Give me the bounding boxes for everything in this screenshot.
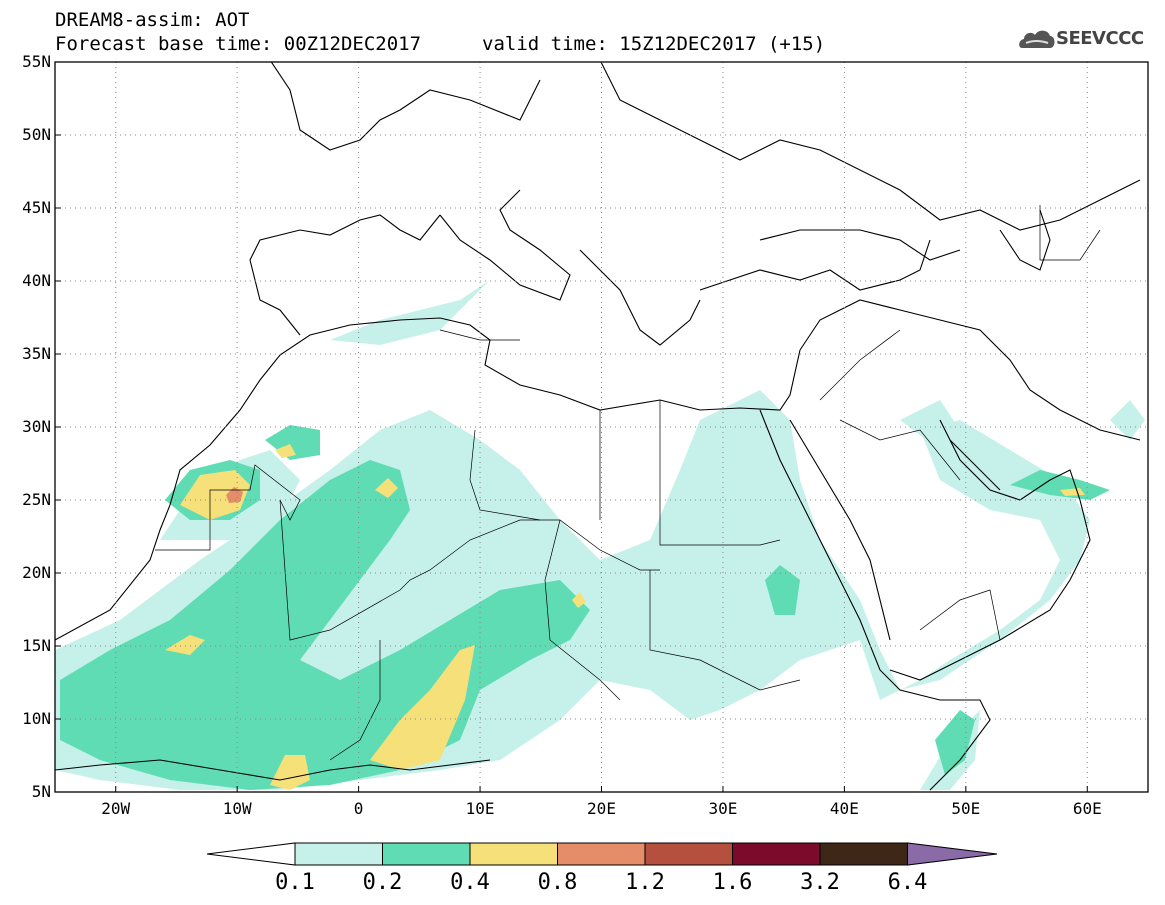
aot-region-high	[1060, 488, 1085, 496]
lon-tick-label: 40E	[830, 799, 859, 818]
lat-tick-label: 35N	[22, 344, 51, 363]
colorbar-swatch	[382, 842, 471, 866]
aot-region-high	[375, 478, 398, 498]
aot-field	[55, 280, 1145, 790]
colorbar-swatch	[819, 842, 908, 866]
lat-tick-label: 55N	[22, 52, 51, 71]
colorbar-swatch	[294, 842, 383, 866]
lat-tick-label: 10N	[22, 709, 51, 728]
valid-time: valid time: 15Z12DEC2017 (+15)	[482, 33, 826, 55]
aot-region-high	[572, 592, 586, 608]
lon-tick-label: 10W	[223, 799, 252, 818]
lat-tick-label: 45N	[22, 198, 51, 217]
aot-region-mid	[265, 425, 320, 460]
map-title: DREAM8-assim: AOT	[55, 9, 250, 31]
lon-tick-label: 10E	[466, 799, 495, 818]
colorbar-label: 0.1	[275, 870, 315, 895]
lat-tick-label: 15N	[22, 636, 51, 655]
latitude-axis: 5N 10N 15N 20N 25N 30N 35N 40N 45N 50N 55N	[22, 52, 61, 801]
aot-region-mid	[765, 565, 800, 615]
aot-region-low	[330, 280, 490, 345]
aot-region-peak	[226, 487, 243, 503]
lon-tick-label: 50E	[951, 799, 980, 818]
aot-region-high	[275, 444, 296, 458]
aot-region-high	[180, 470, 250, 520]
colorbar-label: 1.6	[712, 870, 753, 895]
longitude-axis: 20W 10W 0 10E 20E 30E 40E 50E 60E	[101, 786, 1102, 818]
lat-tick-label: 50N	[22, 125, 51, 144]
lon-tick-label: 20W	[101, 799, 130, 818]
lat-tick-label: 25N	[22, 490, 51, 509]
grid-lines	[55, 62, 1148, 792]
colorbar-label: 0.4	[450, 870, 490, 895]
borders	[155, 205, 1101, 761]
lat-tick-label: 40N	[22, 271, 51, 290]
colorbar	[206, 842, 998, 866]
colorbar-label: 0.8	[537, 870, 578, 895]
aot-region-high	[270, 755, 310, 790]
colorbar-label: 3.2	[800, 870, 840, 895]
lon-tick-label: 20E	[587, 799, 616, 818]
cloud-logo-icon	[1019, 30, 1055, 48]
lon-tick-label: 30E	[708, 799, 737, 818]
colorbar-swatch	[732, 842, 821, 866]
colorbar-under-arrow	[206, 842, 296, 866]
lat-tick-label: 5N	[32, 782, 51, 801]
colorbar-label: 0.2	[362, 870, 403, 895]
aot-region-low	[900, 400, 960, 450]
colorbar-swatch	[644, 842, 733, 866]
forecast-base-time: Forecast base time: 00Z12DEC2017	[55, 33, 422, 55]
colorbar-over-arrow	[907, 842, 998, 866]
aot-region-low	[1110, 400, 1145, 440]
colorbar-swatch	[469, 842, 558, 866]
aot-region-high	[165, 635, 205, 655]
colorbar-label: 6.4	[887, 870, 928, 895]
colorbar-label: 1.2	[625, 870, 665, 895]
lat-tick-label: 20N	[22, 563, 51, 582]
logo-text: SEEVCCC	[1056, 28, 1144, 49]
aot-region-mid	[935, 710, 975, 775]
lon-tick-label: 0	[354, 799, 364, 818]
lon-tick-label: 60E	[1073, 799, 1102, 818]
aot-region-mid	[1010, 470, 1110, 500]
aot-region-high	[370, 645, 475, 770]
lat-tick-label: 30N	[22, 417, 51, 436]
colorbar-swatch	[557, 842, 646, 866]
